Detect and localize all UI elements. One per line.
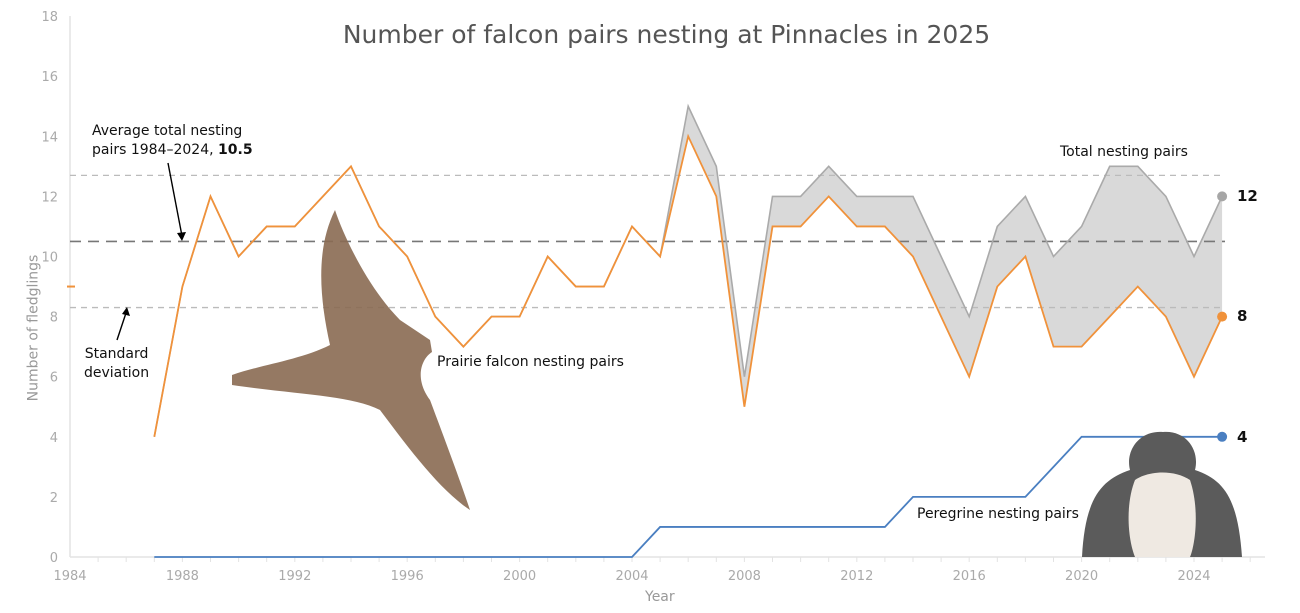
prairie-series-label: Prairie falcon nesting pairs [437, 354, 624, 370]
average-arrow-head [177, 232, 186, 241]
std-dev-arrow [116, 312, 127, 341]
peregrine-line [154, 435, 1223, 558]
x-tick-label: 2008 [728, 569, 761, 584]
std-dev-line1: Standard [84, 346, 149, 362]
peregrine-series-label: Peregrine nesting pairs [917, 506, 1079, 522]
y-tick-label: 14 [41, 130, 58, 145]
end-value-prairie: 8 [1237, 307, 1248, 325]
average-annotation-line2: pairs 1984–2024, 10.5 [92, 142, 253, 158]
y-axis-label: Number of fledglings [25, 254, 42, 402]
x-tick-label: 1992 [278, 569, 311, 584]
chart-title: Number of falcon pairs nesting at Pinnac… [342, 20, 991, 49]
prairie-falcon-image [232, 210, 470, 510]
y-tick-label: 0 [50, 551, 58, 566]
average-value: 10.5 [218, 142, 253, 158]
y-tick-label: 12 [41, 190, 58, 205]
prairie-line [153, 133, 1223, 437]
std-dev-arrow-head [122, 307, 130, 316]
x-axis-label: Year [645, 589, 675, 605]
y-tick-label: 6 [50, 371, 58, 386]
total-series-label: Total nesting pairs [1060, 144, 1188, 160]
x-tick-label: 1996 [391, 569, 424, 584]
y-tick-label: 18 [41, 10, 58, 25]
x-tick-label: 2000 [503, 569, 536, 584]
x-tick-label: 2016 [953, 569, 986, 584]
average-arrow [167, 162, 183, 237]
y-tick-label: 10 [41, 251, 58, 266]
std-dev-annotation: Standard deviation [84, 345, 149, 383]
std-dev-line2: deviation [84, 365, 150, 381]
x-tick-label: 2024 [1177, 569, 1210, 584]
y-tick-label: 16 [41, 70, 58, 85]
end-value-total: 12 [1237, 187, 1258, 205]
x-tick-label: 2012 [840, 569, 873, 584]
x-tick-label: 1988 [166, 569, 199, 584]
peregrine-end-dot [1217, 431, 1228, 442]
average-annotation-line1: Average total nesting [92, 123, 243, 139]
average-annotation: Average total nesting pairs 1984–2024, 1… [92, 122, 253, 160]
peregrine-falcon-image-chest [1128, 472, 1196, 557]
prairie-end-dot [1217, 311, 1228, 322]
end-value-peregrine: 4 [1237, 428, 1248, 446]
total-band-area [154, 106, 1223, 437]
total-end-dot [1217, 191, 1228, 202]
x-tick-label: 2004 [615, 569, 648, 584]
x-tick-label: 1984 [53, 569, 86, 584]
y-tick-label: 2 [50, 491, 58, 506]
x-tick-label: 2020 [1065, 569, 1098, 584]
y-tick-label: 8 [50, 311, 58, 326]
y-tick-label: 4 [50, 431, 58, 446]
